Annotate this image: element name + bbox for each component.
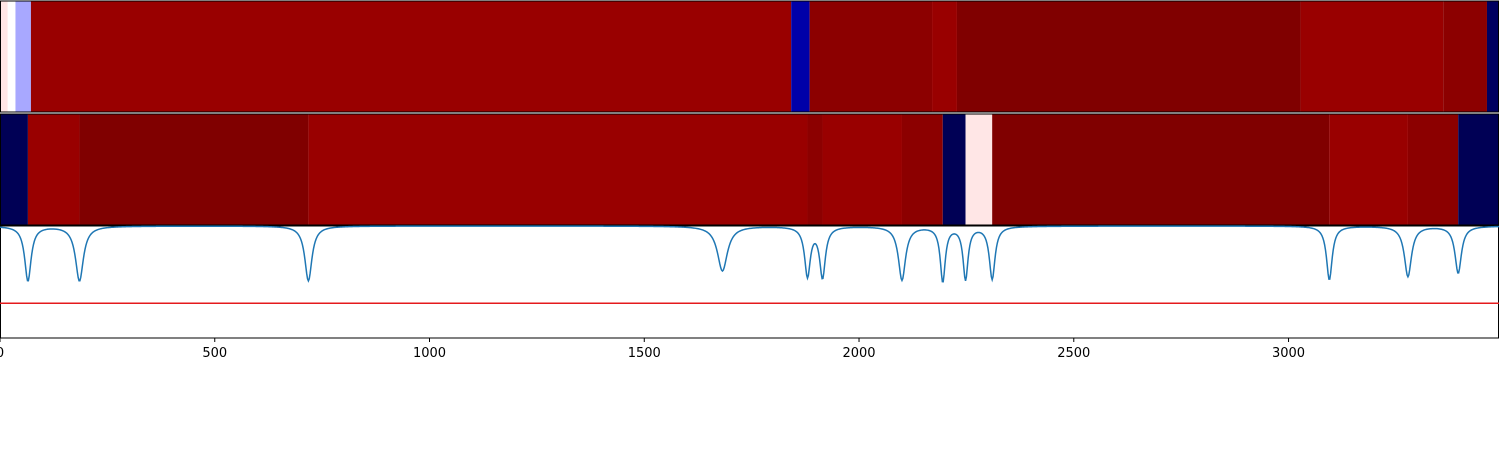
heatmap-top-panel (0, 0, 1499, 113)
heatmap-middle-panel (0, 113, 1499, 226)
heatmap-cell (1300, 1, 1444, 112)
heatmap-cell (1486, 1, 1499, 112)
heatmap-cell (308, 114, 808, 225)
panel-frame (0, 113, 1499, 226)
heatmap-cell (809, 1, 933, 112)
heatmap-cell (807, 114, 823, 225)
signal-line (0, 225, 1500, 283)
x-tick-label: 2000 (842, 346, 875, 361)
heatmap-cell (7, 1, 16, 112)
heatmap-cell (27, 114, 80, 225)
heatmap-cell (942, 114, 966, 225)
heatmap-cell (956, 1, 1301, 112)
heatmap-cell (1458, 114, 1499, 225)
heatmap-cell (1329, 114, 1408, 225)
signal-line-panel (0, 225, 1500, 339)
heatmap-cell (30, 1, 792, 112)
heatmap-cell (992, 114, 1330, 225)
heatmap-cell (965, 114, 993, 225)
heatmap-cell (1443, 1, 1487, 112)
heatmap-cell (822, 114, 902, 225)
heatmap-cell (901, 114, 943, 225)
heatmap-cell (0, 1, 8, 112)
x-tick-label: 0 (0, 346, 4, 361)
x-tick-label: 1000 (413, 346, 446, 361)
heatmap-cell (15, 1, 31, 112)
heatmap-cell (0, 114, 28, 225)
x-tick-label: 1500 (628, 346, 661, 361)
x-tick-label: 500 (202, 346, 227, 361)
heatmap-cell (79, 114, 309, 225)
panel-frame (0, 0, 1499, 113)
plot-area (0, 225, 1499, 339)
x-axis: 0 500 1000 1500 2000 2500 3000 (0, 338, 1305, 361)
x-tick-label: 2500 (1057, 346, 1090, 361)
heatmap-cell (1407, 114, 1459, 225)
x-tick-label: 3000 (1272, 346, 1305, 361)
heatmap-cell (932, 1, 957, 112)
heatmap-cell (791, 1, 810, 112)
